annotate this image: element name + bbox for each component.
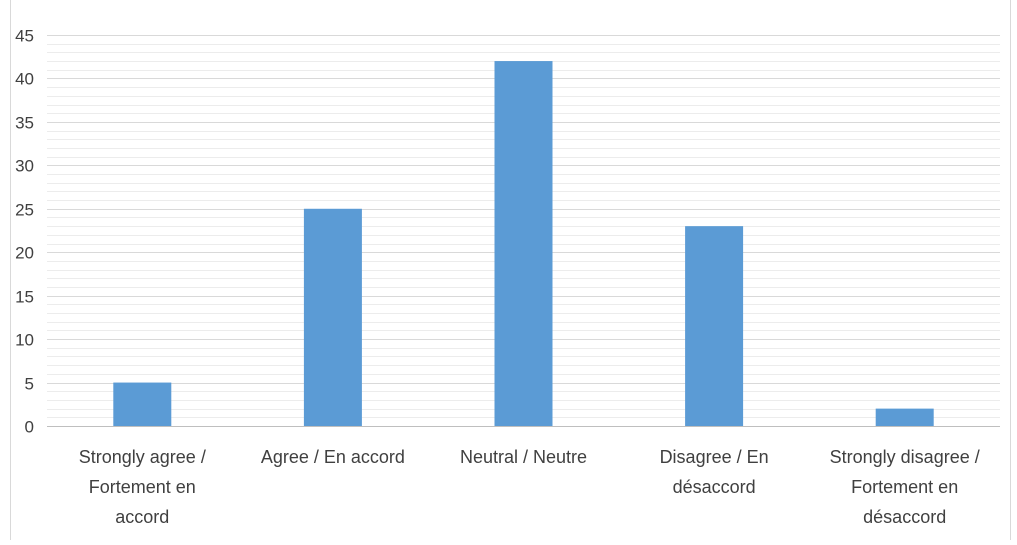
y-tick-label: 25 (15, 201, 34, 220)
x-category-label-line: accord (115, 507, 169, 527)
x-category-label: Strongly agree / Fortement en accord (79, 447, 206, 527)
x-category-label: Disagree / En désaccord (660, 447, 769, 497)
y-tick-label: 20 (15, 244, 34, 263)
y-tick-label: 35 (15, 114, 34, 133)
x-category-label-line: Disagree / En (660, 447, 769, 467)
bar (113, 382, 172, 426)
bars (113, 61, 934, 427)
x-category-label-line: Strongly disagree / (830, 447, 980, 467)
y-tick-label: 10 (15, 331, 34, 350)
x-category-label-line: Neutral / Neutre (460, 447, 587, 467)
x-category-label-line: Fortement en (851, 477, 958, 497)
y-tick-label: 15 (15, 288, 34, 307)
x-category-label-line: désaccord (863, 507, 946, 527)
y-tick-label: 0 (25, 418, 34, 437)
y-tick-label: 30 (15, 157, 34, 176)
bar (494, 61, 553, 427)
x-category-label-line: désaccord (673, 477, 756, 497)
x-category-label-line: Agree / En accord (261, 447, 405, 467)
bar (303, 208, 362, 426)
x-category-label-line: Fortement en (89, 477, 196, 497)
y-axis-tick-labels: 0 5 10 15 20 25 30 35 40 45 (15, 27, 34, 437)
x-category-label: Neutral / Neutre (460, 447, 587, 467)
x-axis-category-labels: Strongly agree / Fortement en accord Agree … (79, 447, 980, 527)
x-category-label: Agree / En accord (261, 447, 405, 467)
x-category-label-line: Strongly agree / (79, 447, 206, 467)
y-tick-label: 40 (15, 70, 34, 89)
x-category-label: Strongly disagree / Fortement en désaccord (830, 447, 980, 527)
y-tick-label: 5 (25, 375, 34, 394)
y-tick-label: 45 (15, 27, 34, 46)
bar (685, 226, 744, 426)
bar (875, 408, 934, 426)
